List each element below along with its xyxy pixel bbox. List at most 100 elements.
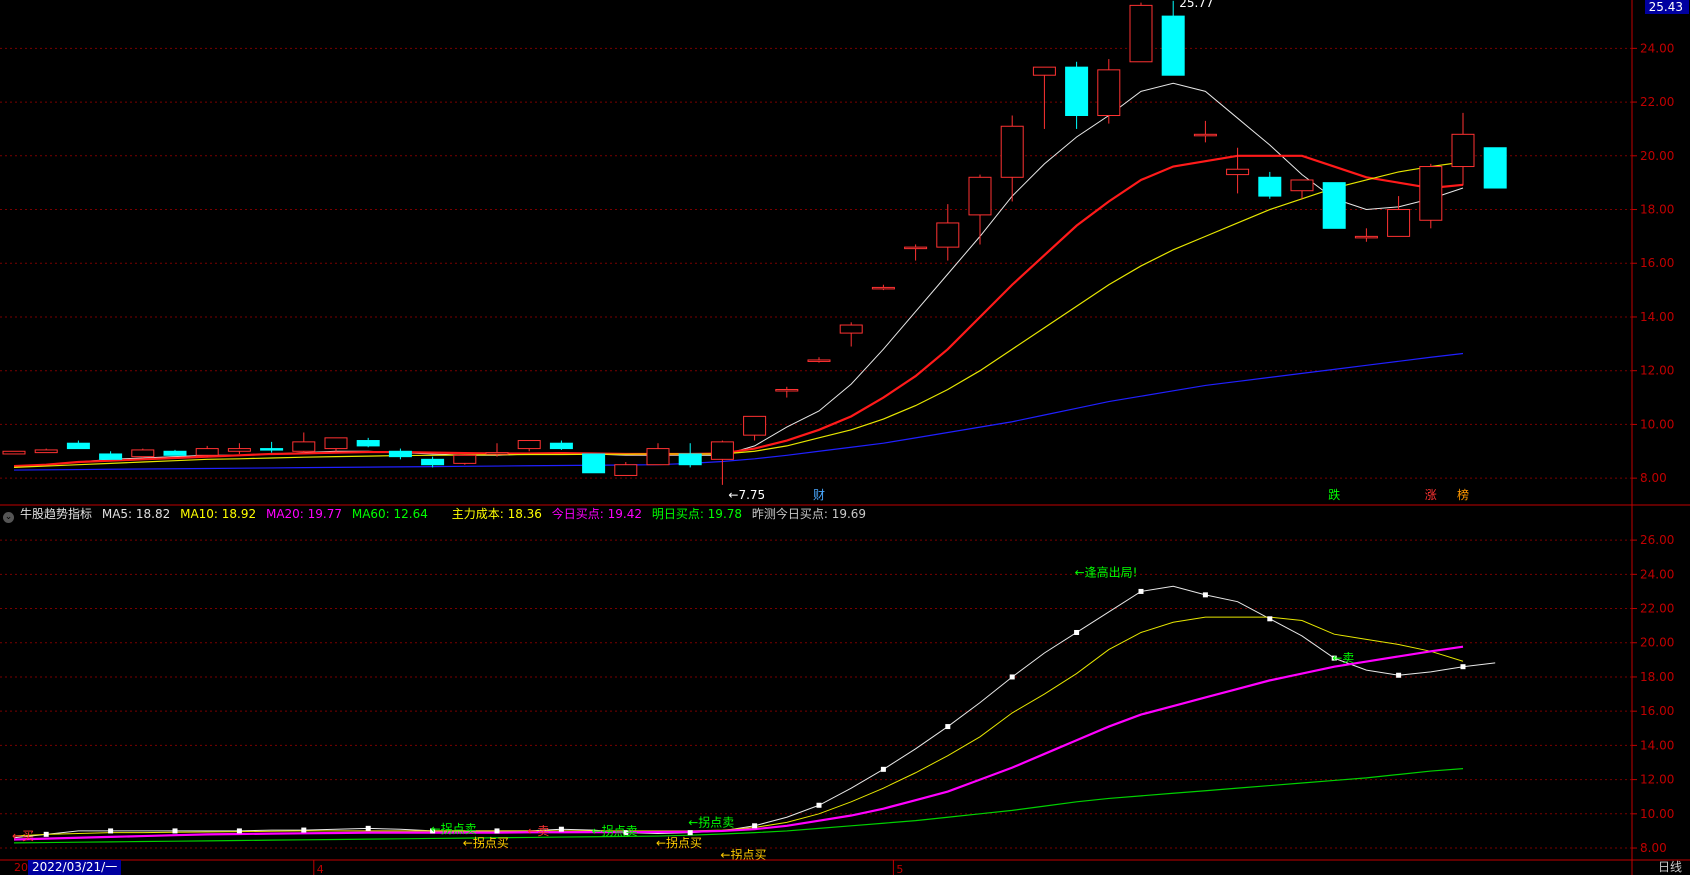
candle-body <box>1161 15 1185 76</box>
candle <box>356 437 380 448</box>
candle <box>421 456 445 468</box>
candle <box>936 204 960 261</box>
ma5-dot <box>1331 655 1337 661</box>
collapse-icon[interactable]: ⌄ <box>3 512 14 523</box>
candle <box>260 441 284 453</box>
candle-body <box>1354 235 1378 239</box>
candle <box>968 174 992 245</box>
signal-annotation: ←拐点卖 <box>688 814 734 829</box>
candle-body <box>743 415 767 436</box>
candle <box>678 443 702 468</box>
candle <box>485 443 509 457</box>
upper-ma5-line <box>13 82 1464 468</box>
lower-annotations: ←买 ←拐点卖←拐点买←卖 ←拐点卖←拐点买←拐点卖←拐点买←逢高出局!←卖 <box>12 565 1354 862</box>
lower-tick-label: 10.00 <box>1640 807 1674 821</box>
candle <box>582 453 606 474</box>
candle-body <box>968 176 992 216</box>
candle <box>1032 66 1056 129</box>
upper-tick-label: 18.00 <box>1640 203 1674 217</box>
upper-y-axis: 8.00 10.00 12.00 14.00 16.00 18.00 20.00 22.00 2… <box>1632 41 1674 485</box>
candle <box>388 448 412 460</box>
candle-body <box>292 441 316 452</box>
lower-grid <box>0 539 1632 849</box>
indicator-name[interactable]: 牛股趋势指标 <box>20 507 93 521</box>
candle <box>1387 196 1411 237</box>
signal-annotation: ←拐点买 <box>463 835 509 850</box>
month-label: 5 <box>896 863 903 875</box>
candle <box>195 445 219 457</box>
candle-body <box>1258 176 1282 197</box>
candle <box>904 244 928 261</box>
ma5-dot <box>880 766 886 772</box>
event-marker: 财 <box>813 488 825 502</box>
signal-annotation: ←拐点买 <box>656 835 702 850</box>
candle-body <box>1483 147 1507 189</box>
candle <box>1322 182 1346 229</box>
candle <box>1354 228 1378 242</box>
lower-ma60-line <box>13 768 1464 844</box>
lower-tick-label: 20.00 <box>1640 636 1674 650</box>
upper-moving-averages <box>13 82 1464 471</box>
lower-tick-label: 18.00 <box>1640 670 1674 684</box>
candle-body <box>775 388 799 392</box>
signal-annotation: ←买 <box>12 829 34 843</box>
upper-candles <box>2 0 1507 485</box>
lower-tick-label: 22.00 <box>1640 602 1674 616</box>
date-prefix: 20 <box>14 861 28 874</box>
upper-tick-label: 12.00 <box>1640 364 1674 378</box>
candle-body <box>1290 179 1314 192</box>
ma10-value: MA10: 18.92 <box>180 507 257 521</box>
candle <box>1000 115 1024 202</box>
candle <box>1451 112 1475 186</box>
candle-body <box>34 449 58 454</box>
upper-tick-label: 16.00 <box>1640 256 1674 270</box>
candle-body <box>549 442 573 450</box>
candle-body <box>131 449 155 458</box>
upper-grid <box>0 47 1632 479</box>
candle-body <box>453 454 477 464</box>
candle <box>807 357 831 363</box>
candle <box>34 448 58 454</box>
candle <box>775 386 799 398</box>
period-label[interactable]: 日线 <box>1657 860 1682 874</box>
candle-body <box>936 222 960 248</box>
upper-tick-label: 24.00 <box>1640 41 1674 55</box>
candle <box>710 440 734 485</box>
candle <box>66 440 90 450</box>
candle-body <box>807 359 831 362</box>
lower-tick-label: 8.00 <box>1640 841 1667 855</box>
candle-body <box>678 453 702 466</box>
ma5-dot <box>236 828 242 834</box>
candle-body <box>1419 166 1443 221</box>
ma5-dot <box>687 830 693 836</box>
candle-body <box>227 448 251 452</box>
ma20-value: MA20: 19.77 <box>265 507 343 521</box>
tomorrow-buy-value: 明日买点: 19.78 <box>651 507 743 521</box>
candle-body <box>99 453 123 460</box>
ma5-dot <box>172 828 178 834</box>
ma5-dot <box>494 828 500 834</box>
lower-tick-label: 16.00 <box>1640 704 1674 718</box>
candle-body <box>356 440 380 447</box>
indicator-bar: ⌄ 牛股趋势指标 MA5: 18.82 MA10: 18.92 MA20: 19.… <box>0 505 872 523</box>
price-annotation: 25.77 <box>1179 0 1213 10</box>
candle <box>517 440 541 452</box>
price-annotation: ←7.75 <box>728 488 765 502</box>
ma5-dot <box>301 827 307 833</box>
lower-tick-label: 26.00 <box>1640 533 1674 547</box>
ma5-value: MA5: 18.82 <box>101 507 171 521</box>
candle-body <box>710 441 734 460</box>
candle <box>646 443 670 466</box>
candle-body <box>421 458 445 466</box>
upper-tick-label: 14.00 <box>1640 310 1674 324</box>
event-marker: 榜 <box>1457 487 1469 502</box>
ma5-dot <box>430 828 436 834</box>
signal-annotation: ←卖 <box>527 824 549 838</box>
candle-body <box>1193 133 1217 137</box>
lower-tick-label: 14.00 <box>1640 738 1674 752</box>
lower-y-axis: 8.00 10.00 12.00 14.00 16.00 18.00 20.00 22.00 2… <box>1632 533 1674 855</box>
ma5-dot <box>1267 616 1273 622</box>
cost-value: 主力成本: 18.36 <box>451 507 542 521</box>
ma5-dot <box>108 828 114 834</box>
